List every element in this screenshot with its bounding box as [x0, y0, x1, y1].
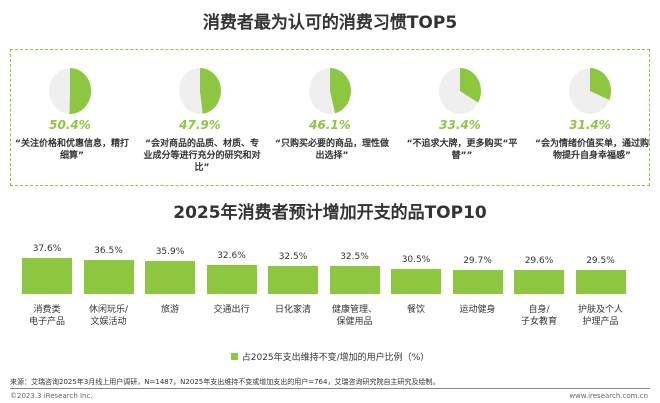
category-label: 运动健身 — [459, 305, 496, 315]
data-label: 37.6% — [32, 244, 62, 254]
divider — [10, 388, 650, 389]
bar — [268, 265, 318, 294]
habit-percent: 33.4% — [439, 118, 481, 132]
pie-slice — [69, 68, 91, 114]
data-label: 29.6% — [524, 255, 554, 266]
category-label: 交通出行 — [213, 305, 250, 315]
data-label: 35.9% — [155, 246, 185, 257]
legend-label: 占2025年支出维持不变/增加的用户比例（%） — [241, 353, 430, 363]
habit-quote: “会对商品的品质、材质、专业成分等进行充分的研究和对比” — [143, 139, 261, 173]
pie-slice — [590, 68, 611, 100]
data-label: 32.5% — [340, 251, 369, 262]
pie-chart — [569, 68, 611, 114]
legend-swatch — [230, 353, 238, 360]
bar — [206, 265, 257, 294]
habit-quote: “只购买必要的商品，理性做出选择” — [275, 139, 389, 161]
bar — [452, 269, 503, 294]
copyright: ©2023.3 iResearch Inc. — [10, 392, 93, 400]
top5-title: 消费者最为认可的消费习惯TOP5 — [202, 13, 458, 33]
habit-percent: 46.1% — [309, 118, 351, 132]
pie-chart — [439, 68, 481, 114]
data-label: 30.5% — [401, 254, 431, 265]
habit-percent: 50.4% — [49, 118, 91, 132]
bar — [514, 269, 564, 294]
pie-chart — [49, 68, 91, 114]
chart-title: 2025年消费者预计增加开支的品TOP10 — [173, 203, 487, 223]
pie-slice — [200, 68, 221, 114]
category-label: 旅游 — [160, 305, 179, 315]
habit-quote: “不追求大牌，更多购买“平替”” — [406, 139, 518, 161]
pie-chart — [309, 68, 351, 114]
category-label: 护肤及个人 护理产品 — [577, 305, 623, 327]
data-label: 36.5% — [94, 245, 123, 256]
data-label: 29.7% — [463, 255, 492, 266]
data-label: 32.5% — [278, 251, 308, 262]
website-link[interactable]: www.iresearch.com.cn — [569, 392, 648, 400]
habit-quote: “会为情绪价值买单，通过购物提升自身幸福感” — [535, 139, 649, 161]
top5-box — [10, 49, 650, 186]
pie-slice — [460, 68, 481, 103]
category-label: 自身/ 子女教育 — [520, 305, 557, 327]
bar — [83, 259, 134, 294]
habit-quote: “关注价格和优惠信息，精打细算” — [15, 139, 129, 161]
category-label: 休闲玩乐/ 文娱活动 — [88, 305, 129, 327]
data-label: 32.6% — [217, 251, 246, 262]
bar — [391, 268, 441, 294]
habit-percent: 47.9% — [179, 118, 221, 132]
habit-percent: 31.4% — [569, 118, 611, 132]
pie-slice — [330, 68, 351, 114]
category-label: 健康管理、 保健用品 — [331, 305, 377, 327]
category-label: 消费类 电子产品 — [28, 305, 65, 327]
category-label: 日化家清 — [274, 305, 311, 315]
pie-chart — [179, 68, 221, 114]
legend: 占2025年支出维持不变/增加的用户比例（%） — [0, 350, 660, 363]
bar — [575, 270, 626, 294]
source-note: 来源：艾瑞咨询2025年3月线上用户调研，N=1487，N2025年支出维持不变… — [10, 378, 440, 386]
bar — [329, 265, 380, 294]
bar — [22, 258, 72, 294]
bar — [145, 260, 195, 294]
category-label: 餐饮 — [406, 305, 425, 315]
data-label: 29.5% — [586, 256, 615, 267]
